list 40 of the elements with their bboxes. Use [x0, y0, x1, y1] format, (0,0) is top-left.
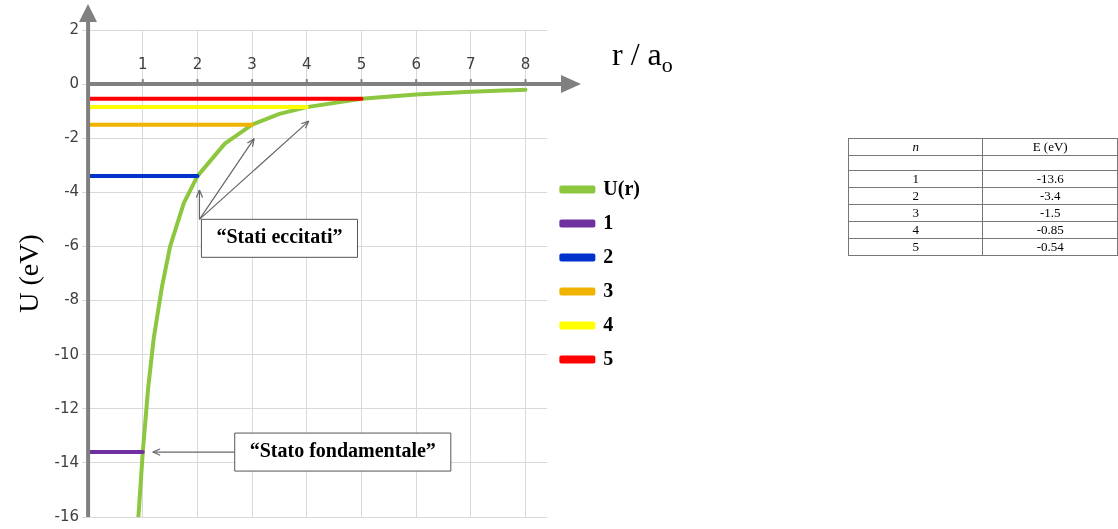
data-label: -3.4: [982, 187, 1118, 205]
y-tick-label: -6: [64, 236, 80, 255]
x-tick-label: 8: [520, 54, 531, 73]
legend-label: U(r): [603, 176, 640, 200]
x-tick-label: E (eV): [982, 138, 1118, 156]
y-tick-label: 0: [69, 74, 80, 92]
x-axis-title: n: [912, 139, 919, 154]
y-tick-label: -10: [54, 344, 80, 363]
x-tick-label: 7: [466, 54, 476, 73]
y-tick-label: 2: [848, 187, 983, 205]
x-tick-label: 1: [138, 54, 148, 73]
y-tick-label: 3: [848, 204, 983, 222]
data-label: -13.6: [982, 170, 1118, 188]
y-tick-label: 1: [848, 170, 983, 188]
legend-label: 3: [603, 278, 614, 301]
legend-label: 1: [603, 210, 614, 233]
data-label: -0.54: [982, 238, 1118, 256]
legend-label: 2: [603, 244, 614, 267]
data-label: -1.5: [982, 204, 1118, 222]
legend-label: 5: [603, 346, 614, 369]
x-tick-label: 2: [192, 54, 203, 73]
y-tick-label: -12: [54, 398, 80, 417]
x-tick-label: 5: [356, 54, 367, 73]
x-tick-label: 6: [411, 54, 421, 73]
x-tick-label: 4: [302, 54, 312, 73]
annotation: “Stati eccitati”: [216, 225, 343, 248]
y-axis-title: U (eV): [13, 234, 45, 313]
y-tick-label: 2: [69, 19, 80, 38]
data-label: -0.85: [982, 221, 1118, 239]
y-tick-label: 5: [848, 238, 983, 256]
y-tick-label: -14: [54, 452, 80, 471]
x-tick-label: 3: [247, 54, 257, 73]
y-tick-label: -2: [64, 128, 80, 147]
y-tick-label: -16: [54, 506, 80, 525]
y-tick-label: -8: [64, 290, 80, 309]
y-tick-label: -4: [64, 182, 80, 201]
x-axis-title: r / a$_{o}$: [612, 36, 673, 79]
annotation: “Stato fondamentale”: [249, 439, 436, 462]
y-tick-label: 4: [848, 221, 983, 239]
legend-label: 4: [603, 312, 614, 335]
